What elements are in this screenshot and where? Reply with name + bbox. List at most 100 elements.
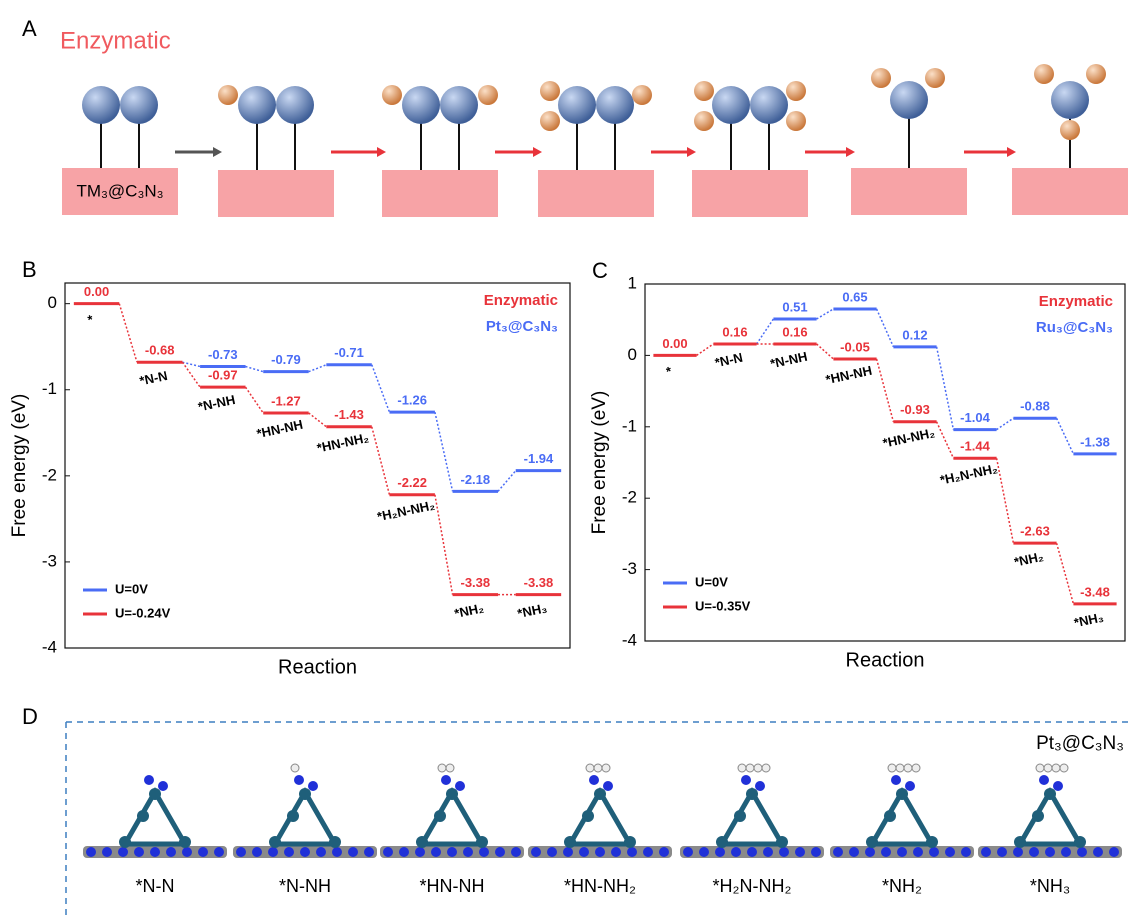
n-atom [741,775,751,785]
n-atom [1053,781,1063,791]
h-atom [896,764,904,772]
structure-label: *N-NH [279,876,331,896]
n-atom [763,847,773,857]
value-label: -2.22 [397,475,427,490]
connector [937,422,954,458]
annotation: Enzymatic [484,292,558,309]
h-atom [594,764,602,772]
metal-atom [596,86,634,124]
legend-label: U=-0.35V [695,598,751,613]
metal-atom [1051,81,1089,119]
h-atom [1036,764,1044,772]
connector [246,387,264,413]
value-label: -3.48 [1080,584,1110,599]
structure-label: *N-N [136,876,175,896]
connector [246,367,264,372]
arrow-head [687,147,696,157]
n-atom [348,847,358,857]
adsorbate [925,68,945,88]
metal-atom [1014,836,1026,848]
connector [757,319,774,344]
connector [817,344,834,359]
y-tick-label: -1 [622,416,637,435]
legend-label: U=0V [115,581,148,596]
y-axis-label: Free energy (eV) [9,394,30,538]
x-axis-label: Reaction [846,649,925,671]
metal-atom [402,86,440,124]
n-atom [1045,847,1055,857]
metal-atom [476,836,488,848]
structure-label: *NH₃ [1030,876,1070,896]
value-label: -0.73 [208,347,238,362]
connector [1057,543,1074,604]
h-atom [586,764,594,772]
adsorbate [218,85,238,105]
connector [697,344,714,355]
metal-atom [329,836,341,848]
arrow-head [1007,147,1016,157]
connector [877,359,894,422]
metal-atom [276,86,314,124]
y-axis-label: Free energy (eV) [589,391,610,535]
value-label: -1.04 [960,410,990,425]
connector [817,309,834,319]
arrow-head [533,147,542,157]
adsorbate [871,68,891,88]
step-label: *N-N [713,350,744,371]
value-label: -0.93 [900,402,930,417]
n-atom [252,847,262,857]
n-atom [236,847,246,857]
h-atom [754,764,762,772]
n-atom [198,847,208,857]
adsorbate [1086,64,1106,84]
y-tick-label: -1 [42,379,57,398]
value-label: -1.44 [960,439,990,454]
n-atom [897,847,907,857]
adsorbate [540,81,560,101]
n-atom [144,775,154,785]
n-atom [1077,847,1087,857]
n-atom [1013,847,1023,857]
n-atom [214,847,224,857]
value-label: 0.51 [782,299,807,314]
step-label: *H₂N-NH₂ [939,461,1000,488]
substrate [382,170,498,217]
legend-label: U=-0.24V [115,605,171,620]
metal-atom [866,836,878,848]
metal-atom [1032,810,1044,822]
metal-atom [120,86,158,124]
n-atom [715,847,725,857]
metal-atom [716,836,728,848]
metal-atom [1074,836,1086,848]
n-atom [1039,775,1049,785]
annotation: Enzymatic [1039,293,1113,310]
n-atom [891,775,901,785]
n-atom [86,847,96,857]
n-atom [118,847,128,857]
annotation: Pt₃@C₃N₃ [486,318,558,335]
value-label: -1.94 [524,451,554,466]
n-atom [997,847,1007,857]
connector [309,365,327,372]
x-axis-label: Reaction [278,656,357,678]
h-atom [904,764,912,772]
metal-atom [269,836,281,848]
value-label: -1.27 [271,393,301,408]
n-atom [795,847,805,857]
connector [182,362,200,387]
n-atom [627,847,637,857]
y-tick-label: -3 [42,551,57,570]
n-atom [399,847,409,857]
h-atom [1052,764,1060,772]
h-atom [602,764,610,772]
n-atom [981,847,991,857]
connector [877,309,894,347]
value-label: 0.12 [902,327,927,342]
n-atom [415,847,425,857]
value-label: -0.71 [334,345,364,360]
metal-atom [750,86,788,124]
metal-atom [446,788,458,800]
substrate [1012,168,1128,215]
metal-atom [434,810,446,822]
legend-label: U=0V [695,574,728,589]
